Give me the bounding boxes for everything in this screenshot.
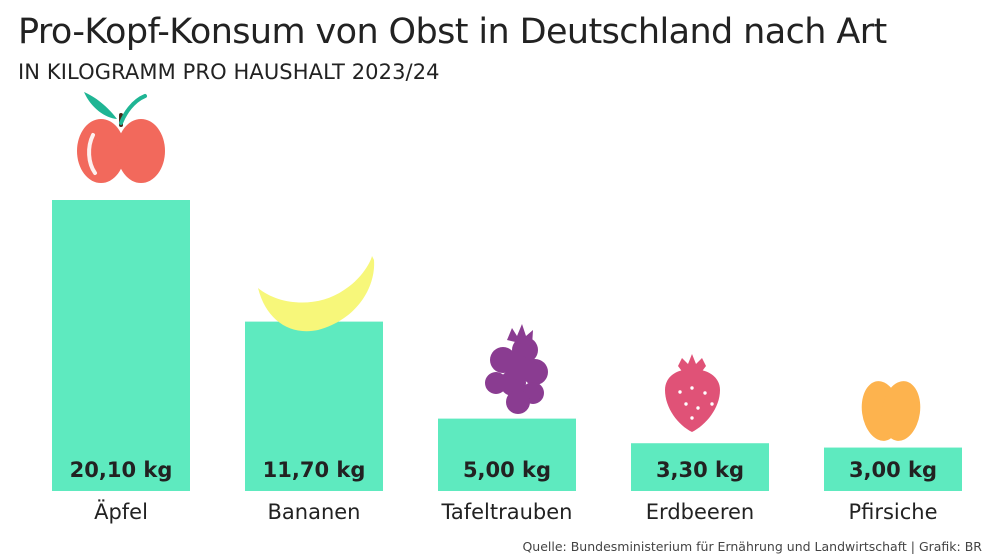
bar-3: [631, 443, 769, 491]
apple-icon: [77, 92, 165, 183]
value-label-2: 5,00 kg: [463, 458, 551, 482]
category-label-4: Pfirsiche: [848, 500, 937, 524]
banana-icon: [258, 256, 375, 332]
grapes-icon: [485, 324, 548, 414]
value-label-3: 3,30 kg: [656, 458, 744, 482]
bar-4: [824, 447, 962, 491]
bar-0: [52, 200, 190, 491]
category-label-3: Erdbeeren: [646, 500, 754, 524]
chart-subtitle: IN KILOGRAMM PRO HAUSHALT 2023/24: [18, 60, 440, 84]
category-label-2: Tafeltrauben: [441, 500, 573, 524]
category-label-1: Bananen: [268, 500, 361, 524]
value-label-4: 3,00 kg: [849, 458, 937, 482]
bar-2: [438, 418, 576, 491]
bar-1: [245, 321, 383, 491]
source-note: Quelle: Bundesministerium für Ernährung …: [522, 539, 982, 554]
category-label-0: Äpfel: [94, 499, 148, 524]
strawberry-icon: [665, 354, 720, 432]
value-label-0: 20,10 kg: [70, 458, 173, 482]
peach-icon: [861, 381, 921, 441]
chart-title: Pro-Kopf-Konsum von Obst in Deutschland …: [18, 12, 887, 52]
value-label-1: 11,70 kg: [263, 458, 366, 482]
